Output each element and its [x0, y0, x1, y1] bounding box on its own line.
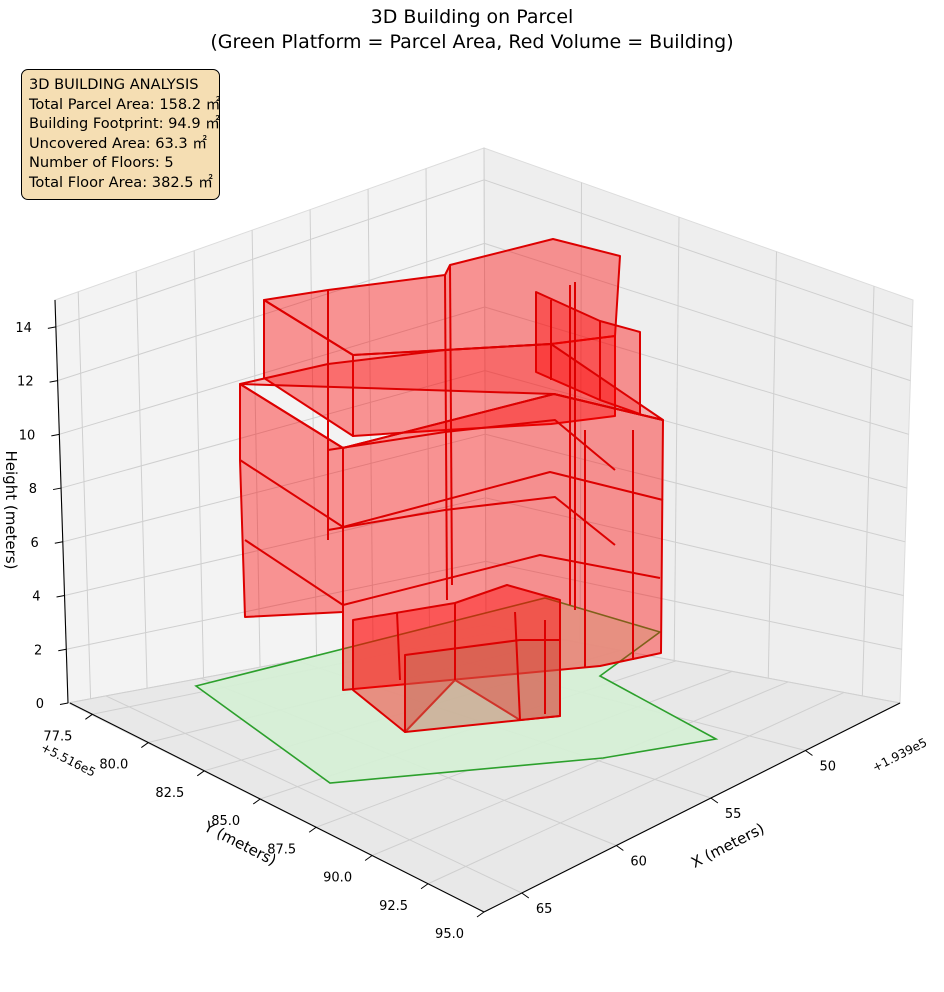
y-tick — [196, 770, 205, 777]
y-gridline-wall — [193, 250, 205, 678]
x-gridline-wall — [673, 217, 680, 661]
y-gridline-wall — [77, 291, 92, 699]
y-tick-label: 85.0 — [211, 814, 240, 829]
y-gridline-wall — [251, 230, 261, 668]
gridlines — [55, 147, 913, 913]
y-tick-label: 95.0 — [435, 927, 464, 942]
z-tick — [56, 595, 65, 598]
edge-12 — [514, 611, 521, 721]
x-tick-label: 60 — [630, 855, 647, 870]
y-gridline-wall — [309, 209, 318, 657]
x-axis-line — [483, 702, 901, 913]
z-tick — [47, 326, 56, 329]
z-tick-label: 10 — [19, 428, 36, 443]
z-tick — [54, 541, 63, 544]
info-line-floor-area: Total Floor Area: 382.5 ㎡ — [29, 173, 213, 191]
analysis-info-box: 3D BUILDING ANALYSIS Total Parcel Area: … — [21, 69, 220, 200]
z-axis-line — [54, 299, 69, 704]
x-tick-label: 65 — [536, 902, 553, 917]
y-tick — [85, 713, 93, 720]
z-gridline-right — [484, 242, 911, 382]
x-tick — [710, 797, 719, 804]
info-line-parcel-area: Total Parcel Area: 158.2 ㎡ — [29, 95, 221, 113]
info-line-floors: Number of Floors: 5 — [29, 154, 174, 172]
z-axis-label: Height (meters) — [2, 451, 20, 570]
x-tick-label: 55 — [725, 807, 742, 822]
floor-line-1 — [244, 539, 661, 606]
axis-tick-labels: 0 2 4 6 8 10 12 14 77.5 80.0 82.5 85.0 87.5 90.0 92.5 9… — [15, 321, 836, 942]
info-line-uncovered: Uncovered Area: 63.3 ㎡ — [29, 134, 207, 152]
y-tick — [420, 883, 429, 890]
z-tick-label: 2 — [34, 643, 42, 658]
x-tick — [521, 892, 530, 899]
y-tick-label: 90.0 — [323, 871, 352, 886]
z-tick — [49, 380, 58, 383]
y-gridline-floor — [371, 681, 789, 856]
y-tick-label: 77.5 — [43, 729, 72, 744]
z-tick-label: 6 — [31, 536, 39, 551]
chart-subtitle: (Green Platform = Parcel Area, Red Volum… — [210, 31, 734, 53]
x-tick-label: 50 — [819, 760, 836, 775]
axis-ticks — [47, 326, 813, 918]
z-gridline-left — [57, 242, 485, 382]
y-tick — [141, 742, 149, 748]
z-tick-label: 14 — [15, 321, 32, 336]
x-gridline-wall — [861, 286, 875, 696]
info-line-footprint: Building Footprint: 94.9 ㎡ — [29, 115, 220, 133]
chart-title: 3D Building on Parcel — [370, 6, 574, 28]
x-gridline-wall — [767, 251, 777, 679]
edge-3 — [449, 264, 453, 586]
x-gridline-wall — [579, 182, 582, 643]
z-tick — [51, 433, 60, 437]
z-gridline-left — [62, 433, 486, 543]
y-tick — [308, 826, 317, 833]
building-face-lower-wing-front — [404, 639, 561, 733]
y-tick-label: 87.5 — [267, 842, 296, 857]
x-tick — [616, 845, 624, 851]
x-tick — [805, 750, 813, 756]
building-volume — [239, 238, 664, 733]
y-axis-offset: +5.516e5 — [39, 740, 98, 779]
z-gridline-right — [484, 306, 909, 435]
z-gridline-left — [66, 560, 486, 650]
floor-line-3 — [239, 383, 664, 449]
info-header: 3D BUILDING ANALYSIS — [29, 76, 199, 93]
axis-spines — [54, 299, 901, 913]
z-tick — [52, 487, 62, 491]
edge-10 — [396, 611, 401, 681]
z-gridline-right — [485, 497, 904, 597]
y-axis-line — [69, 702, 485, 913]
y-gridline-floor — [427, 692, 845, 885]
x-axis-label: X (meters) — [688, 819, 767, 871]
y-gridline-wall — [135, 271, 148, 689]
y-tick-label: 80.0 — [99, 758, 128, 773]
x-axis-offset: +1.939e5 — [870, 735, 929, 774]
z-gridline-right — [485, 433, 906, 543]
z-tick-label: 12 — [17, 375, 34, 390]
z-tick-label: 8 — [29, 482, 37, 497]
y-gridline-wall — [483, 147, 487, 626]
y-tick — [476, 911, 485, 918]
edge-2 — [444, 274, 448, 601]
z-tick-label: 4 — [32, 590, 40, 605]
x-gridline-floor — [105, 695, 523, 894]
z-gridline-left — [55, 179, 485, 328]
y-gridline-wall — [367, 189, 374, 647]
z-gridline-right — [484, 370, 908, 489]
z-gridline-right — [483, 179, 913, 328]
z-tick-label: 0 — [36, 697, 44, 712]
z-tick — [58, 648, 67, 652]
z-gridline-right — [485, 560, 902, 650]
y-tick-label: 82.5 — [155, 786, 184, 801]
z-tick — [59, 702, 69, 705]
y-gridline-wall — [425, 168, 431, 636]
y-tick — [364, 855, 373, 861]
y-tick-label: 92.5 — [379, 899, 408, 914]
y-tick — [252, 798, 261, 805]
z-gridline-left — [59, 306, 485, 435]
